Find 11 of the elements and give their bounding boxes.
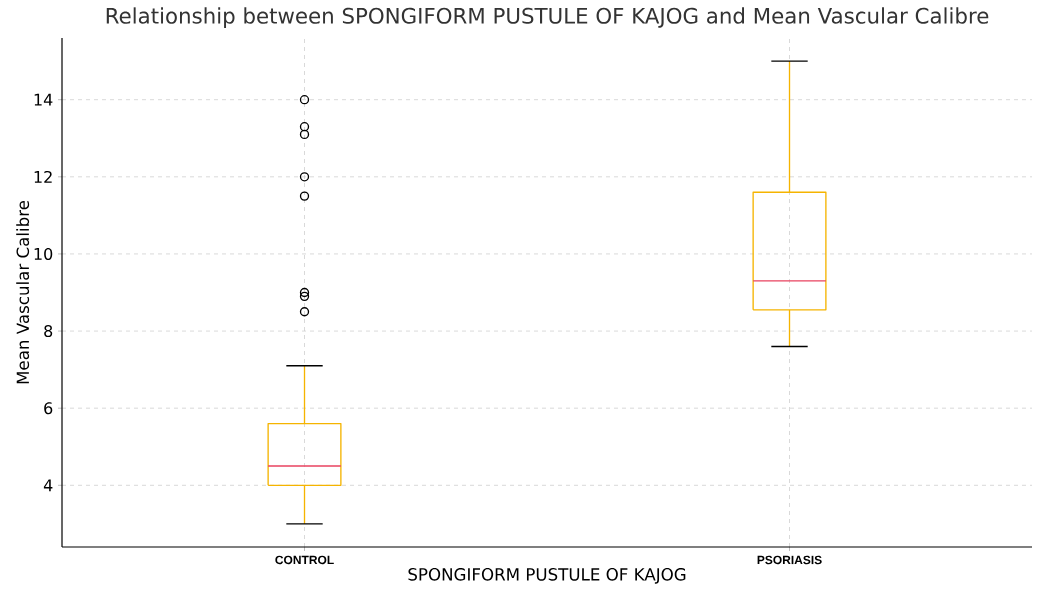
x-axis-title: SPONGIFORM PUSTULE OF KAJOG xyxy=(408,568,686,584)
x-tick-label: PSORIASIS xyxy=(757,555,822,565)
y-tick-label: 4 xyxy=(43,479,53,492)
y-tick-label: 14 xyxy=(34,93,53,106)
y-tick-label: 12 xyxy=(34,170,52,183)
chart-title: Relationship between SPONGIFORM PUSTULE OF KAJOG and Mean Vascular Calibre xyxy=(106,7,989,28)
y-axis-title: Mean Vascular Calibre xyxy=(16,200,30,384)
y-tick-label: 8 xyxy=(44,325,53,338)
y-tick-label: 10 xyxy=(34,247,53,260)
x-tick-label: CONTROL xyxy=(275,555,334,565)
y-tick-label: 6 xyxy=(44,402,53,415)
